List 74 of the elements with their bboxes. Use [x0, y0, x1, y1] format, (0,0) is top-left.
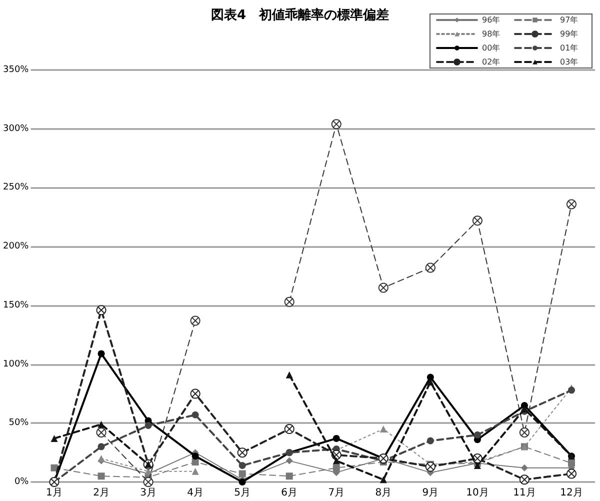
point [286, 371, 293, 378]
y-tick-label: 300% [2, 124, 30, 134]
legend-label: 02年 [482, 58, 500, 66]
point [50, 434, 58, 442]
point [237, 448, 248, 458]
x-tick-label: 6月 [281, 488, 298, 498]
point [192, 468, 199, 475]
point [190, 388, 200, 399]
point [50, 464, 58, 472]
point [474, 462, 481, 470]
legend-label: 00年 [482, 44, 500, 52]
point [284, 296, 294, 307]
point [284, 424, 294, 434]
legend-label: 97年 [560, 16, 578, 24]
point [238, 462, 246, 470]
point [143, 477, 154, 487]
x-tick-label: 1月 [46, 488, 62, 498]
point [192, 458, 199, 466]
y-tick-label: 250% [2, 182, 30, 193]
point [98, 420, 105, 428]
legend-label: 03年 [560, 58, 578, 66]
y-tick-label: 50% [8, 418, 30, 428]
x-tick-label: 4月 [187, 488, 204, 498]
point [568, 460, 575, 467]
x-tick-label: 3月 [140, 488, 156, 498]
point [332, 457, 340, 464]
point [238, 470, 246, 478]
x-tick-label: 8月 [375, 488, 392, 498]
point [238, 478, 246, 486]
point [472, 216, 482, 226]
legend-label: 98年 [482, 30, 500, 38]
point [520, 464, 528, 472]
point [566, 468, 576, 479]
point [331, 119, 342, 130]
point [286, 472, 293, 480]
point [96, 305, 106, 316]
point [426, 437, 434, 444]
x-tick-label: 11月 [513, 488, 536, 498]
y-tick-label: 200% [2, 242, 30, 252]
point [192, 411, 199, 418]
x-tick-label: 9月 [422, 488, 439, 498]
x-tick-label: 10月 [466, 488, 489, 498]
x-tick-label: 2月 [93, 488, 110, 498]
point [568, 386, 575, 394]
point [98, 472, 105, 480]
point [332, 464, 340, 472]
legend-label: 01年 [560, 44, 578, 52]
point [519, 474, 530, 485]
x-tick-label: 7月 [328, 488, 345, 498]
point [380, 426, 387, 433]
y-tick-label: 150% [2, 300, 30, 310]
point [519, 428, 530, 438]
point [426, 378, 434, 386]
point [566, 199, 576, 210]
y-tick-label: 100% [2, 359, 30, 370]
point [425, 262, 436, 273]
point [286, 457, 293, 464]
legend-label: 96年 [482, 16, 500, 24]
point [144, 422, 152, 429]
point [192, 452, 199, 460]
point [332, 434, 340, 442]
point [98, 454, 105, 462]
chart-title: 図表4 初値乖離率の標準偏差 [210, 7, 390, 23]
point [98, 350, 105, 358]
y-tick-label: 0% [14, 477, 30, 487]
point [380, 476, 387, 484]
x-tick-label: 5月 [234, 488, 251, 498]
point [98, 443, 105, 450]
y-tick-label: 350% [2, 65, 30, 75]
point [474, 431, 481, 438]
point [190, 316, 200, 326]
point [426, 374, 434, 381]
legend-label: 99年 [560, 30, 578, 38]
x-tick-label: 12月 [560, 488, 583, 498]
